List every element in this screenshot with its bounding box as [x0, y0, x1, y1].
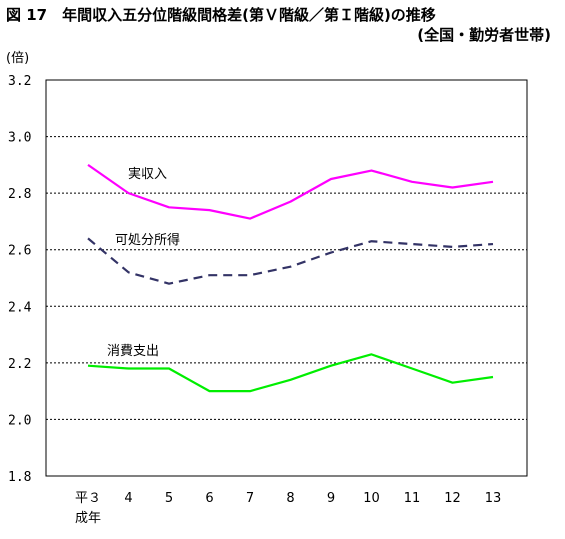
plot-frame [45, 79, 528, 477]
y-tick-label: 3.2 [8, 74, 31, 89]
y-tick-label: 2.4 [8, 300, 32, 315]
y-tick-label: 2.8 [8, 187, 31, 202]
series-label: 実収入 [128, 166, 167, 182]
x-tick-label: 9 [327, 491, 335, 506]
x-tick-label: 12 [444, 491, 461, 506]
y-tick-label: 2.0 [8, 413, 31, 428]
series-label: 可処分所得 [115, 232, 180, 248]
x-tick-label: 8 [286, 491, 294, 506]
x-tick-label: 5 [165, 491, 173, 506]
x-tick-label: 11 [404, 491, 421, 506]
series-line [87, 237, 494, 285]
x-tick-label: 6 [205, 491, 213, 506]
y-axis-unit-label: (倍) [6, 51, 30, 66]
chart-subtitle: (全国・勤労者世帯) [417, 26, 551, 44]
x-tick-label: 13 [485, 491, 502, 506]
series-line [87, 163, 494, 220]
x-tick-label: 7 [246, 491, 254, 506]
y-tick-label: 2.6 [8, 244, 31, 259]
y-tick-label: 1.8 [8, 470, 31, 485]
y-tick-label: 2.2 [8, 357, 31, 372]
x-tick-label: 平３ [75, 491, 101, 506]
y-tick-label: 3.0 [8, 131, 31, 146]
chart-title: 図 17 年間収入五分位階級間格差(第Ｖ階級／第Ｉ階級)の推移 [6, 6, 436, 24]
series-line [87, 353, 494, 393]
x-tick-label: 4 [124, 491, 132, 506]
x-tick-label-era-line2: 成年 [75, 511, 101, 526]
x-tick-label: 10 [363, 491, 380, 506]
series-label: 消費支出 [107, 344, 159, 359]
